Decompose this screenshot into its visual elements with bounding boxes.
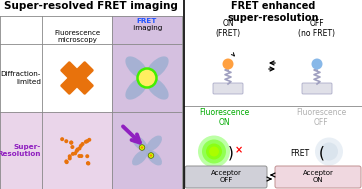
Text: Fluorescence
ON: Fluorescence ON xyxy=(199,108,249,127)
Circle shape xyxy=(75,149,79,153)
Circle shape xyxy=(71,152,75,156)
Circle shape xyxy=(85,139,89,143)
Circle shape xyxy=(64,159,68,163)
Text: Super-
Resolution: Super- Resolution xyxy=(0,144,41,157)
Circle shape xyxy=(70,145,74,149)
Circle shape xyxy=(77,146,81,150)
Text: Acceptor
ON: Acceptor ON xyxy=(303,170,333,184)
Text: Acceptor
OFF: Acceptor OFF xyxy=(211,170,241,184)
Circle shape xyxy=(320,143,338,160)
Text: (: ( xyxy=(319,146,325,161)
FancyBboxPatch shape xyxy=(60,61,94,95)
Circle shape xyxy=(209,146,219,156)
Text: Diffraction-
limited: Diffraction- limited xyxy=(1,71,41,84)
Circle shape xyxy=(198,136,230,167)
Ellipse shape xyxy=(125,56,148,79)
Circle shape xyxy=(150,154,152,157)
Ellipse shape xyxy=(146,150,162,166)
Text: FRET: FRET xyxy=(137,18,157,24)
Circle shape xyxy=(81,142,85,146)
Circle shape xyxy=(315,138,343,166)
Ellipse shape xyxy=(132,150,148,166)
Text: OFF
(no FRET): OFF (no FRET) xyxy=(299,19,336,38)
Circle shape xyxy=(73,151,77,155)
Text: Super-resolved FRET imaging: Super-resolved FRET imaging xyxy=(4,1,178,11)
Bar xyxy=(112,44,182,189)
Circle shape xyxy=(206,143,222,160)
FancyBboxPatch shape xyxy=(213,83,243,94)
Circle shape xyxy=(148,153,154,158)
FancyBboxPatch shape xyxy=(302,83,332,94)
Circle shape xyxy=(87,138,91,142)
Circle shape xyxy=(138,68,156,88)
Circle shape xyxy=(64,139,68,143)
FancyBboxPatch shape xyxy=(185,166,267,188)
Text: FRET: FRET xyxy=(290,149,309,158)
Circle shape xyxy=(69,141,73,145)
Text: ×: × xyxy=(235,146,243,156)
FancyBboxPatch shape xyxy=(275,166,361,188)
Circle shape xyxy=(68,156,72,160)
Circle shape xyxy=(68,154,72,158)
Ellipse shape xyxy=(132,136,148,151)
Circle shape xyxy=(60,137,64,141)
Circle shape xyxy=(141,146,143,149)
Circle shape xyxy=(79,144,83,148)
Ellipse shape xyxy=(146,77,169,100)
Ellipse shape xyxy=(146,136,162,151)
FancyBboxPatch shape xyxy=(60,61,94,95)
Bar xyxy=(112,16,182,44)
Text: Fluorescence
microscopy: Fluorescence microscopy xyxy=(54,30,100,43)
Circle shape xyxy=(139,145,145,150)
Circle shape xyxy=(69,141,73,145)
Text: imaging: imaging xyxy=(131,25,163,31)
Text: Fluorescence
OFF: Fluorescence OFF xyxy=(296,108,346,127)
Circle shape xyxy=(311,59,323,70)
Text: ): ) xyxy=(228,146,234,161)
Circle shape xyxy=(84,140,88,144)
Circle shape xyxy=(86,161,90,165)
Circle shape xyxy=(76,147,80,152)
Circle shape xyxy=(87,161,90,166)
Circle shape xyxy=(85,154,89,158)
Circle shape xyxy=(79,154,83,158)
Circle shape xyxy=(65,160,69,164)
Circle shape xyxy=(202,139,226,163)
Text: ON
(FRET): ON (FRET) xyxy=(215,19,241,38)
Ellipse shape xyxy=(125,77,148,100)
Ellipse shape xyxy=(146,56,169,79)
Text: FRET enhanced
super-resolution: FRET enhanced super-resolution xyxy=(227,1,319,23)
Bar xyxy=(0,112,112,189)
Circle shape xyxy=(77,154,81,158)
Circle shape xyxy=(223,59,233,70)
